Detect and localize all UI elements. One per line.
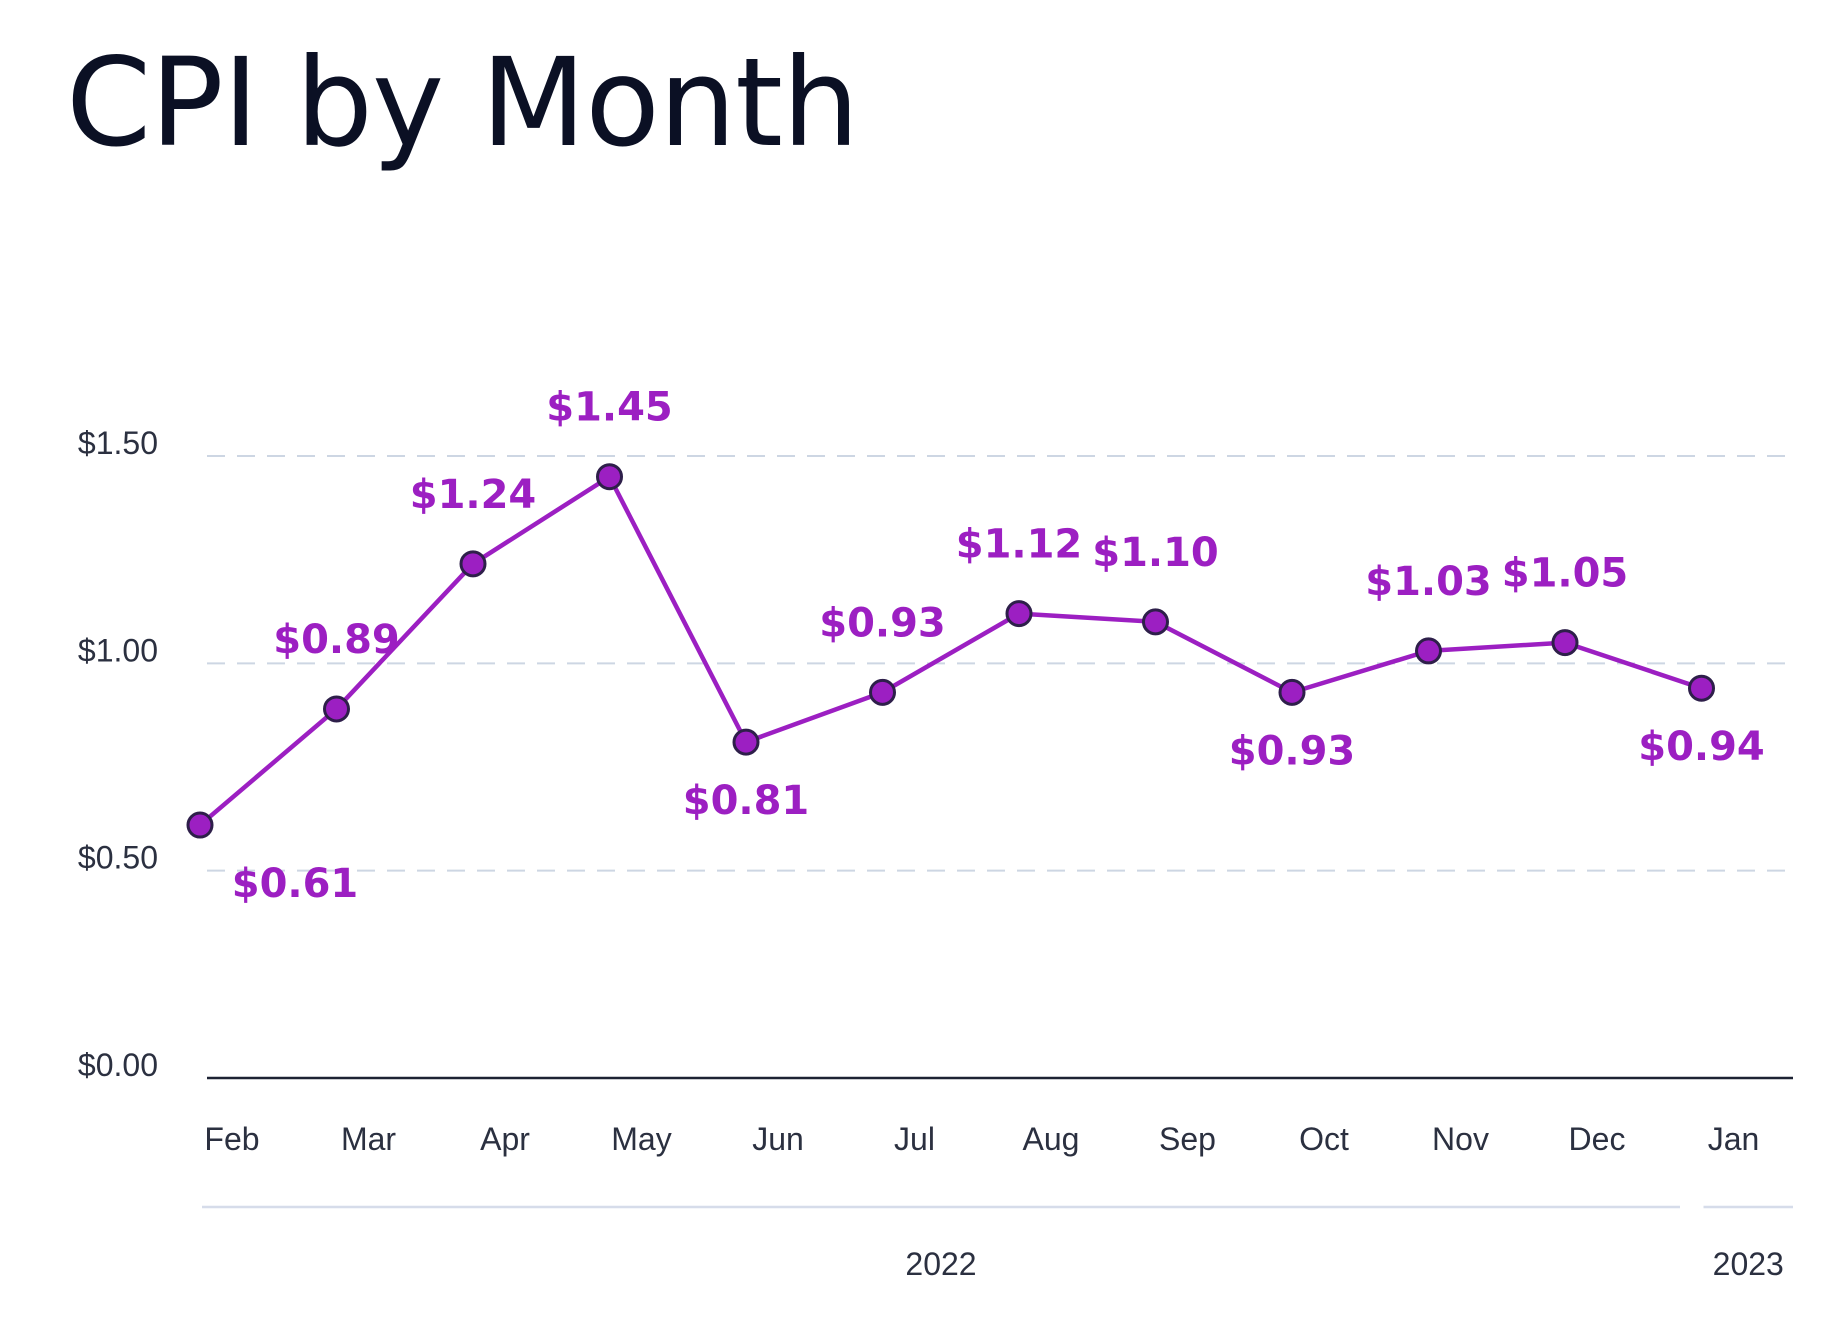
data-label: $0.89	[273, 617, 400, 663]
data-point	[1005, 600, 1033, 628]
data-labels: $0.61$0.89$1.24$1.45$0.81$0.93$1.12 $1.10…	[232, 385, 1765, 907]
x-tick-label: Nov	[1432, 1121, 1489, 1157]
data-label: $1.12	[956, 522, 1083, 568]
x-tick-label: Aug	[1023, 1121, 1080, 1157]
data-label: $0.61	[232, 861, 359, 907]
x-tick-label: May	[611, 1121, 671, 1157]
x-tick-label: Mar	[341, 1121, 396, 1157]
data-label: $0.81	[683, 778, 810, 824]
x-tick-label: Apr	[480, 1121, 530, 1157]
y-tick-label: $0.00	[78, 1047, 158, 1083]
y-tick-label: $1.50	[78, 425, 158, 461]
x-axis-ticks: Feb Mar Apr May Jun Jul Aug Sep Oct Nov Dec Jan	[204, 1121, 1759, 1157]
data-label: $0.93	[819, 600, 946, 646]
data-label: $1.03	[1365, 559, 1492, 605]
data-point	[459, 550, 487, 578]
data-point	[186, 811, 214, 839]
series-line	[197, 474, 1704, 828]
grid-lines	[207, 455, 1793, 872]
data-label: $1.10	[1092, 530, 1219, 576]
x-tick-label: Feb	[204, 1121, 259, 1157]
data-point	[1415, 637, 1442, 665]
data-label: $1.05	[1502, 551, 1629, 597]
data-point	[1278, 678, 1306, 706]
y-tick-label: $0.50	[78, 840, 158, 876]
data-point	[869, 678, 896, 706]
year-label: 2022	[905, 1246, 976, 1282]
x-tick-label: Dec	[1569, 1121, 1626, 1157]
x-tick-label: Oct	[1299, 1121, 1349, 1157]
year-groups: 2022 2023	[202, 1205, 1793, 1282]
y-tick-label: $1.00	[78, 632, 158, 668]
series	[186, 463, 1715, 839]
data-point	[1688, 674, 1715, 702]
x-tick-label: Jan	[1708, 1121, 1760, 1157]
data-point	[323, 695, 350, 723]
data-label: $1.45	[546, 385, 673, 431]
data-label: $1.24	[410, 472, 537, 518]
data-point	[732, 728, 760, 756]
x-tick-label: Sep	[1159, 1121, 1216, 1157]
data-label: $0.94	[1638, 724, 1765, 770]
data-point	[596, 463, 623, 491]
x-tick-label: Jul	[894, 1121, 935, 1157]
y-axis-ticks: $0.00 $0.50 $1.00 $1.50	[78, 425, 158, 1083]
data-label: $0.93	[1229, 728, 1356, 774]
x-tick-label: Jun	[752, 1121, 804, 1157]
year-label: 2023	[1713, 1246, 1784, 1282]
data-point	[1551, 629, 1579, 657]
chart-title: CPI by Month	[66, 32, 859, 174]
data-point	[1142, 608, 1169, 636]
